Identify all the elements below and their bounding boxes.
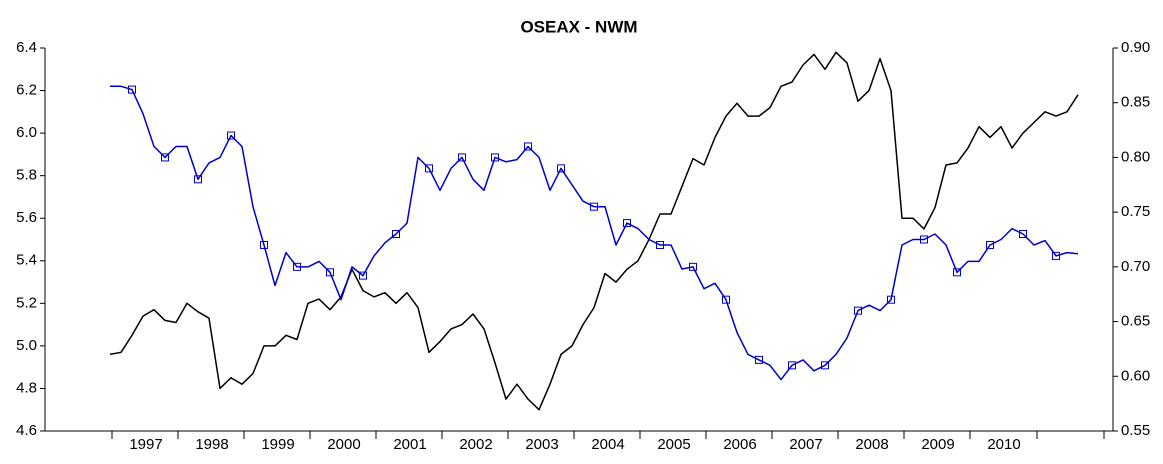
series-marker [788, 361, 796, 370]
series-marker [623, 219, 631, 228]
series-marker [887, 295, 895, 304]
y-tick-label: 4.6 [16, 422, 37, 439]
x-tick-label: 2008 [855, 436, 888, 453]
x-tick-label: 2010 [987, 436, 1020, 453]
series-marker [656, 240, 664, 249]
y-tick-label: 6.2 [16, 82, 37, 99]
y-tick-label: 5.8 [16, 167, 37, 184]
x-tick-label: 2004 [591, 436, 624, 453]
series-marker [854, 306, 862, 315]
x-tick-label: 2009 [921, 436, 954, 453]
series-marker [359, 271, 367, 280]
x-tick-label: 2003 [525, 436, 558, 453]
series-marker [986, 240, 994, 249]
y2-tick-label: 0.90 [1121, 39, 1150, 56]
series-line [109, 51, 1079, 411]
y2-tick-label: 0.75 [1121, 203, 1150, 220]
series-marker [557, 164, 565, 173]
series-marker [1019, 230, 1027, 239]
y-tick-label: 4.8 [16, 379, 37, 396]
series-marker [128, 85, 136, 94]
chart-title: OSEAX - NWM [520, 17, 637, 36]
series-line [110, 85, 1079, 381]
y2-tick-label: 0.70 [1121, 258, 1150, 275]
x-tick-label: 2000 [327, 436, 360, 453]
series-marker [953, 268, 961, 277]
x-tick-label: 1997 [129, 436, 162, 453]
x-tick-label: 1999 [261, 436, 294, 453]
x-tick-label: 2001 [393, 436, 426, 453]
y-tick-label: 5.4 [16, 252, 37, 269]
series-marker [326, 268, 334, 277]
y-tick-label: 6.4 [16, 39, 37, 56]
series-marker [194, 175, 202, 184]
series-marker [161, 153, 169, 162]
y-tick-label: 5.0 [16, 337, 37, 354]
series-marker [755, 355, 763, 364]
series-marker [590, 202, 598, 211]
series-marker [722, 295, 730, 304]
x-tick-label: 2002 [459, 436, 492, 453]
series-marker [392, 230, 400, 239]
series-marker [293, 262, 301, 271]
series-marker [425, 164, 433, 173]
series-marker [689, 262, 697, 271]
y-tick-label: 5.2 [16, 294, 37, 311]
series-marker [524, 142, 532, 151]
y2-tick-label: 0.80 [1121, 148, 1150, 165]
y-tick-label: 6.0 [16, 124, 37, 141]
series-marker [920, 235, 928, 244]
series-marker [458, 153, 466, 162]
x-tick-label: 2006 [723, 436, 756, 453]
series-marker [1052, 251, 1060, 260]
x-tick-label: 2007 [789, 436, 822, 453]
series-marker [491, 153, 499, 162]
series-marker [260, 240, 268, 249]
y2-tick-label: 0.65 [1121, 313, 1150, 330]
series-marker [821, 361, 829, 370]
series-marker [227, 131, 235, 140]
y2-tick-label: 0.85 [1121, 94, 1150, 111]
x-tick-label: 2005 [657, 436, 690, 453]
x-tick-label: 1998 [195, 436, 228, 453]
y-tick-label: 5.6 [16, 209, 37, 226]
y2-tick-label: 0.55 [1121, 422, 1150, 439]
y2-tick-label: 0.60 [1121, 367, 1150, 384]
